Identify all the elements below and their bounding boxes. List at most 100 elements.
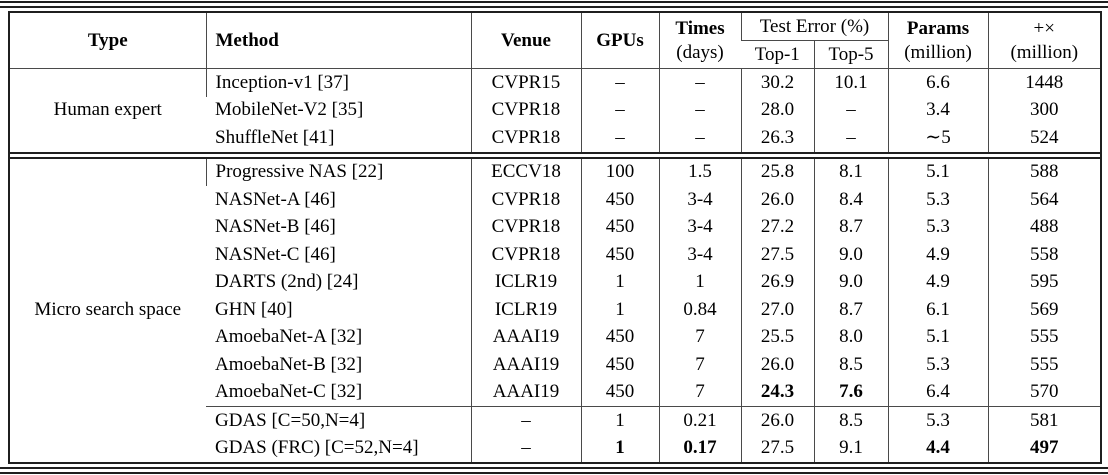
cell-times: 7 [658, 378, 741, 407]
table-row: NASNet-B [46] CVPR18 450 3-4 27.2 8.7 5.3 488 [9, 213, 1101, 241]
cell-madds: 581 [987, 406, 1101, 435]
cell-top1: 27.0 [740, 296, 814, 324]
table-row: GHN [40] ICLR19 1 0.84 27.0 8.7 6.1 569 [9, 296, 1101, 324]
cell-top1: 26.0 [740, 351, 814, 379]
nas-comparison-table: Type Method Venue GPUs Times (days) Test… [8, 11, 1102, 464]
table-header: Type Method Venue GPUs Times (days) Test… [9, 12, 1101, 69]
header-row-1: Type Method Venue GPUs Times (days) Test… [9, 12, 1101, 69]
cell-params: 5.3 [887, 406, 988, 435]
cell-top5: – [813, 124, 888, 153]
cell-top1: 25.8 [740, 157, 814, 186]
cell-gpus: 1 [580, 434, 659, 463]
cell-params: 3.4 [887, 96, 988, 124]
cell-method: GHN [40] [215, 298, 293, 320]
table-row: AmoebaNet-A [32] AAAI19 450 7 25.5 8.0 5.1 555 [9, 323, 1101, 351]
cell-method: GDAS (FRC) [C=52,N=4] [215, 437, 419, 459]
cell-times: 1.5 [658, 157, 741, 186]
cell-params: 4.9 [887, 268, 988, 296]
cell-madds: 1448 [987, 68, 1101, 97]
table-row: AmoebaNet-C [32] AAAI19 450 7 24.3 7.6 6.4 570 [9, 378, 1101, 407]
cell-method: AmoebaNet-C [32] [215, 381, 363, 403]
cell-gpus: 1 [580, 296, 659, 324]
header-times: Times (days) [658, 12, 741, 69]
header-venue: Venue [470, 12, 581, 69]
cell-top1: 27.5 [740, 241, 814, 269]
table-row: AmoebaNet-B [32] AAAI19 450 7 26.0 8.5 5.3 555 [9, 351, 1101, 379]
cell-method: GDAS [C=50,N=4] [206, 406, 471, 435]
cell-times: 0.17 [658, 434, 741, 463]
cell-top1: 26.0 [740, 406, 814, 435]
cell-venue: – [470, 406, 581, 435]
cell-times: 0.84 [658, 296, 741, 324]
cell-times: 3-4 [658, 213, 741, 241]
cell-gpus: 450 [580, 186, 659, 214]
header-gpus: GPUs [580, 12, 659, 69]
cell-gpus: 450 [580, 378, 659, 407]
cell-madds: 300 [987, 96, 1101, 124]
cell-venue: AAAI19 [470, 351, 581, 379]
cell-times: 3-4 [658, 186, 741, 214]
cell-method: AmoebaNet-B [32] [215, 353, 363, 375]
cell-params: 5.3 [887, 213, 988, 241]
cell-top5: 9.1 [813, 434, 888, 463]
cell-venue: CVPR18 [470, 124, 581, 153]
cell-top5: 8.0 [813, 323, 888, 351]
cell-top5: – [813, 96, 888, 124]
cell-madds: 569 [987, 296, 1101, 324]
cell-madds: 558 [987, 241, 1101, 269]
cell-params: 5.1 [887, 323, 988, 351]
cell-venue: – [470, 434, 581, 463]
cell-top5: 7.6 [813, 378, 888, 407]
cell-venue: ECCV18 [470, 157, 581, 186]
cell-times: 7 [658, 323, 741, 351]
cell-top1: 26.0 [740, 186, 814, 214]
table-row: Micro search space Progressive NAS [22] EC… [9, 157, 1101, 320]
header-top1: Top-1 [754, 43, 800, 65]
cell-params: 5.3 [887, 186, 988, 214]
cell-top1: 25.5 [740, 323, 814, 351]
cell-madds: 588 [987, 157, 1101, 186]
header-top5: Top-5 [813, 40, 888, 69]
header-params-line1: Params [906, 17, 970, 39]
cell-venue: ICLR19 [470, 268, 581, 296]
cell-top5: 8.5 [813, 351, 888, 379]
cell-times: – [658, 96, 741, 124]
cell-top5: 8.4 [813, 186, 888, 214]
cell-gpus: 450 [580, 241, 659, 269]
cell-top5: 8.7 [813, 296, 888, 324]
cell-top1: 30.2 [740, 68, 814, 97]
cell-top1: 26.3 [740, 124, 814, 153]
cell-top5: 8.1 [813, 157, 888, 186]
table-row: DARTS (2nd) [24] ICLR19 1 1 26.9 9.0 4.9 595 [9, 268, 1101, 296]
cell-method: DARTS (2nd) [24] [215, 271, 359, 293]
cell-times: 7 [658, 351, 741, 379]
header-times-line1: Times [675, 17, 725, 39]
cell-method: NASNet-C [46] [215, 243, 336, 265]
header-madds: +× (million) [987, 12, 1101, 69]
table-row: NASNet-A [46] CVPR18 450 3-4 26.0 8.4 5.3 564 [9, 186, 1101, 214]
section-separator [9, 151, 1101, 159]
cell-gpus: 1 [580, 268, 659, 296]
cell-venue: CVPR18 [470, 186, 581, 214]
cell-gpus: 450 [580, 351, 659, 379]
cell-method: AmoebaNet-A [32] [215, 326, 363, 348]
cell-gpus: – [580, 124, 659, 153]
cell-method: Inception-v1 [37] [205, 68, 471, 97]
cell-top5: 8.5 [813, 406, 888, 435]
cell-madds: 488 [987, 213, 1101, 241]
header-test-error: Test Error (%) [740, 12, 888, 41]
cell-venue: AAAI19 [470, 323, 581, 351]
cell-madds: 497 [987, 434, 1101, 463]
cell-times: – [658, 124, 741, 153]
cell-top5: 8.7 [813, 213, 888, 241]
cell-top1: 27.2 [740, 213, 814, 241]
table-row: NASNet-C [46] CVPR18 450 3-4 27.5 9.0 4.9 558 [9, 241, 1101, 269]
cell-madds: 524 [987, 124, 1101, 153]
section-separator-rule [9, 151, 1101, 159]
cell-venue: AAAI19 [470, 378, 581, 407]
cell-params: ∼5 [887, 124, 988, 153]
cell-params: 6.6 [887, 68, 988, 97]
header-row-2: Top-1 Top-5 [9, 40, 1101, 69]
cell-top1: 28.0 [740, 96, 814, 124]
cell-gpus: – [580, 96, 659, 124]
